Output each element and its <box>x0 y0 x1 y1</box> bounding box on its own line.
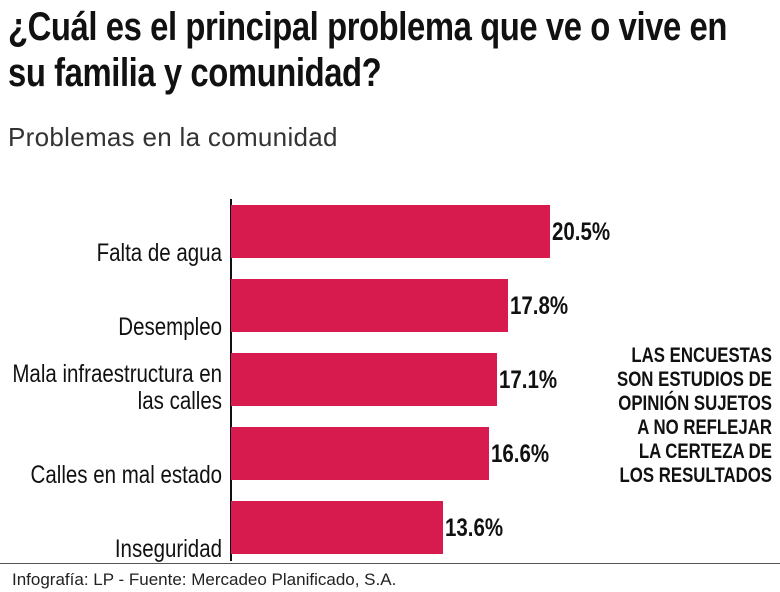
source: Infografía: LP - Fuente: Mercadeo Planif… <box>12 570 397 589</box>
category-label: Desempleo <box>118 313 222 341</box>
bar <box>231 279 508 332</box>
category-label: Mala infraestructura en las calles <box>12 360 222 415</box>
chart-title: ¿Cuál es el principal problema que ve o … <box>8 5 727 95</box>
category-label: Falta de agua <box>96 239 222 267</box>
note: LAS ENCUESTAS SON ESTUDIOS DE OPINIÓN SU… <box>617 344 772 487</box>
value-label: 20.5% <box>551 218 611 246</box>
value-label: 17.8% <box>509 292 569 320</box>
separator <box>0 563 780 564</box>
bar <box>231 205 550 258</box>
value-label: 17.1% <box>499 366 558 394</box>
category-label: Inseguridad <box>114 535 222 563</box>
bar <box>231 427 490 480</box>
category-label: Calles en mal estado <box>30 461 222 489</box>
value-label: 16.6% <box>491 440 550 468</box>
chart-subtitle: Problemas en la comunidad <box>8 122 338 152</box>
bar <box>231 501 443 554</box>
bar <box>231 353 498 406</box>
value-label: 13.6% <box>444 514 503 542</box>
